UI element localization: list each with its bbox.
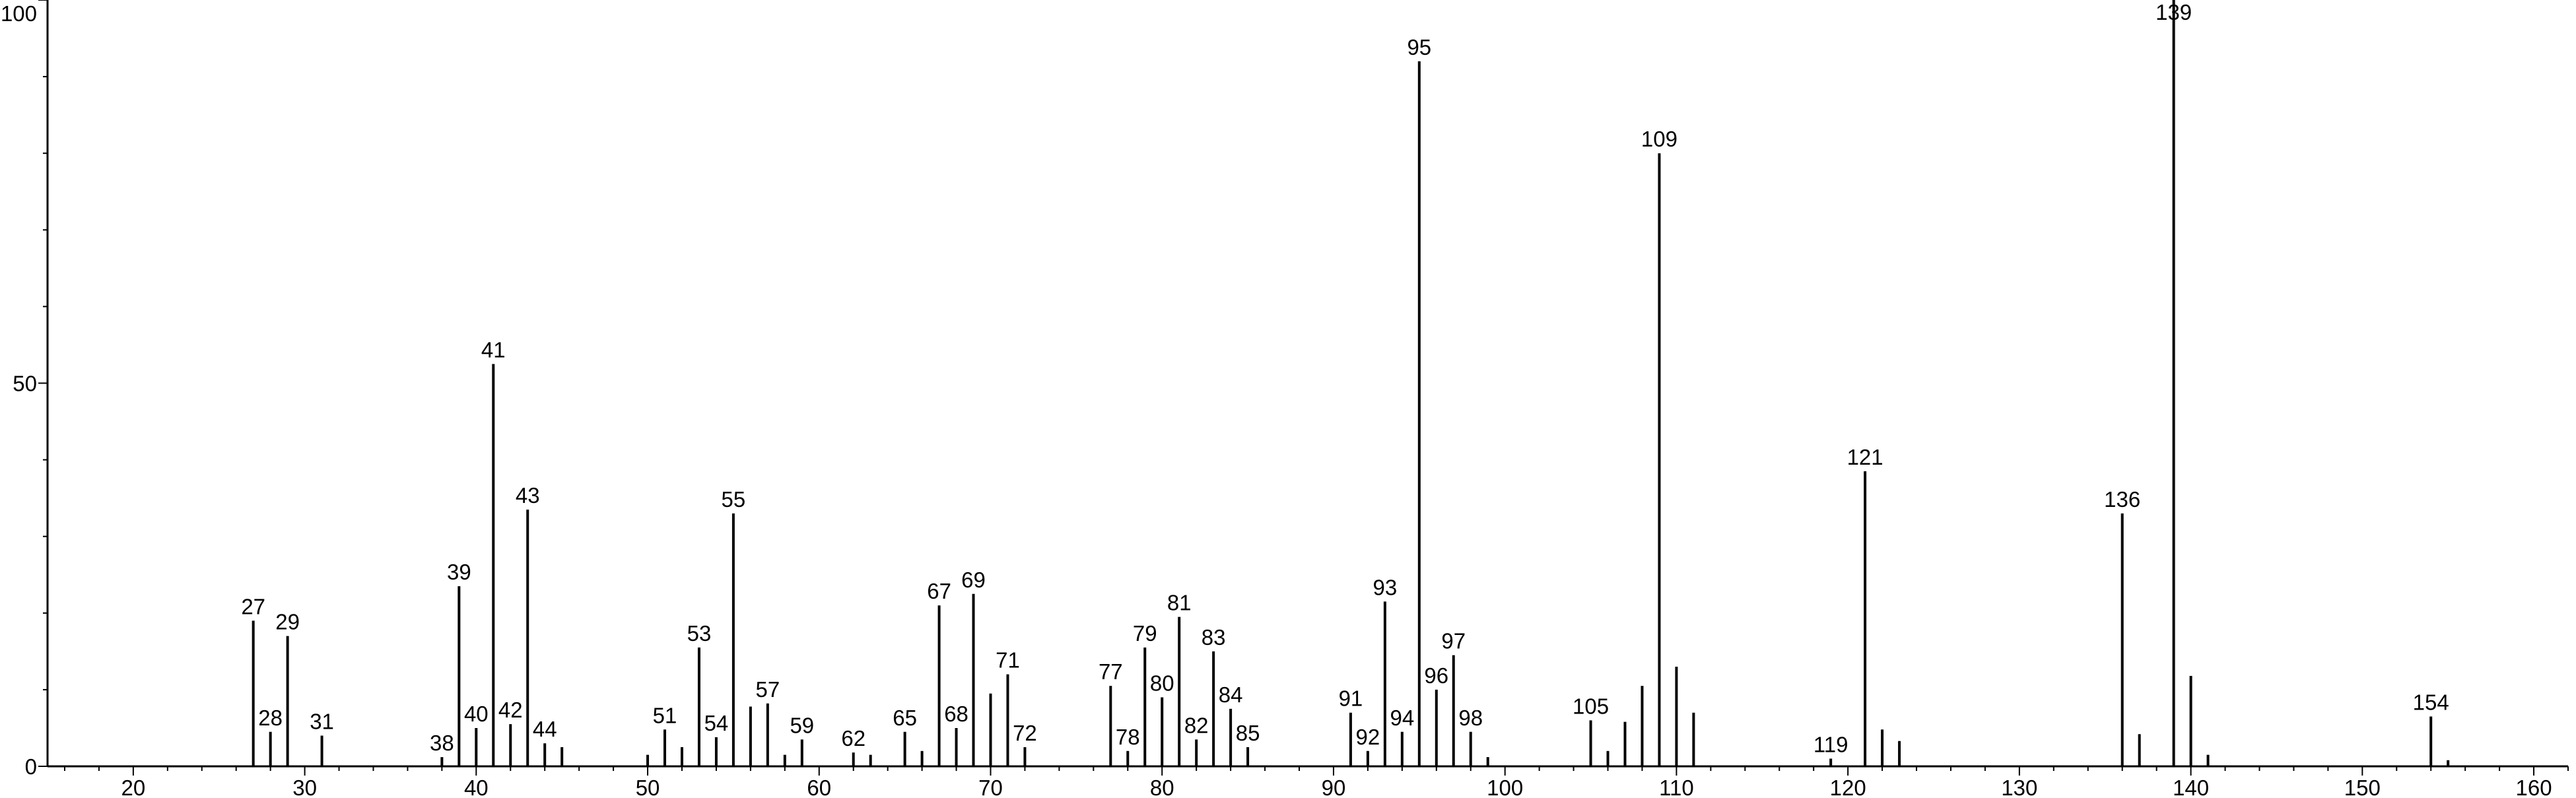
x-tick-label: 160: [2516, 776, 2552, 798]
peak-label: 98: [1458, 706, 1483, 730]
peak-label: 79: [1133, 621, 1157, 646]
peak-label: 119: [1813, 732, 1848, 756]
peak-label: 93: [1373, 575, 1398, 599]
peak-label: 57: [755, 677, 780, 702]
peak-label: 39: [447, 560, 471, 584]
peak-label: 54: [704, 711, 729, 735]
x-tick-label: 130: [2001, 776, 2037, 798]
peak-label: 96: [1424, 663, 1448, 688]
x-tick-label: 70: [978, 776, 1003, 798]
y-tick-label: 50: [13, 372, 37, 396]
peak-label: 44: [533, 717, 557, 741]
peak-label: 68: [944, 702, 968, 726]
peak-labels: 27 28 29 31 38 39 40 41 42 43 44 51 53 54 55 57 59 62 65 67…: [241, 0, 2449, 756]
peak-label: 81: [1167, 591, 1192, 615]
peak-label: 28: [258, 706, 283, 730]
peak-label: 69: [961, 568, 986, 592]
peak-label: 97: [1441, 629, 1466, 653]
x-tick-label: 40: [464, 776, 489, 798]
x-tick-label: 150: [2344, 776, 2381, 798]
peak-label: 85: [1236, 721, 1260, 745]
peak-label: 121: [1847, 445, 1883, 469]
peak-label: 55: [722, 487, 746, 512]
peak-label: 41: [481, 337, 506, 362]
peak-label: 31: [310, 710, 334, 734]
peak-label: 109: [1641, 127, 1678, 151]
peak-label: 136: [2104, 487, 2140, 512]
x-tick-label: 50: [636, 776, 660, 798]
peak-label: 65: [893, 706, 917, 730]
peak-label: 67: [927, 579, 951, 603]
peak-label: 139: [2155, 0, 2192, 24]
y-tick-label: 0: [25, 754, 37, 779]
peak-label: 82: [1184, 713, 1209, 737]
peak-label: 43: [516, 483, 540, 508]
peak-label: 72: [1013, 721, 1037, 745]
peak-bars: [252, 0, 2450, 766]
peak-label: 154: [2413, 690, 2449, 715]
peak-label: 92: [1356, 725, 1380, 749]
y-tick-label: 100: [1, 1, 37, 26]
x-tick-label: 100: [1487, 776, 1523, 798]
peak-label: 95: [1407, 35, 1431, 59]
peak-label: 77: [1099, 659, 1123, 684]
peak-label: 80: [1150, 671, 1174, 696]
peak-label: 94: [1390, 706, 1414, 730]
peak-label: 105: [1573, 694, 1609, 718]
peak-label: 62: [841, 726, 865, 750]
peak-label: 78: [1116, 725, 1140, 749]
x-tick-label: 140: [2173, 776, 2209, 798]
peak-label: 29: [275, 610, 300, 634]
peak-label: 83: [1202, 625, 1226, 649]
x-tick-label: 110: [1659, 776, 1694, 798]
peak-label: 71: [996, 648, 1020, 673]
peak-label: 27: [241, 594, 265, 618]
x-tick-label: 20: [121, 776, 146, 798]
peak-label: 59: [790, 713, 814, 737]
peak-label: 51: [653, 703, 677, 727]
peak-label: 38: [430, 731, 454, 755]
x-tick-label: 80: [1150, 776, 1174, 798]
x-tick-label: 30: [292, 776, 317, 798]
peak-label: 84: [1219, 682, 1243, 707]
x-tick-label: 60: [807, 776, 831, 798]
x-tick-label: 90: [1322, 776, 1346, 798]
peak-label: 40: [464, 702, 489, 726]
peak-label: 53: [687, 621, 712, 646]
peak-label: 42: [498, 698, 523, 722]
peak-label: 91: [1339, 686, 1363, 711]
x-tick-label: 120: [1830, 776, 1866, 798]
